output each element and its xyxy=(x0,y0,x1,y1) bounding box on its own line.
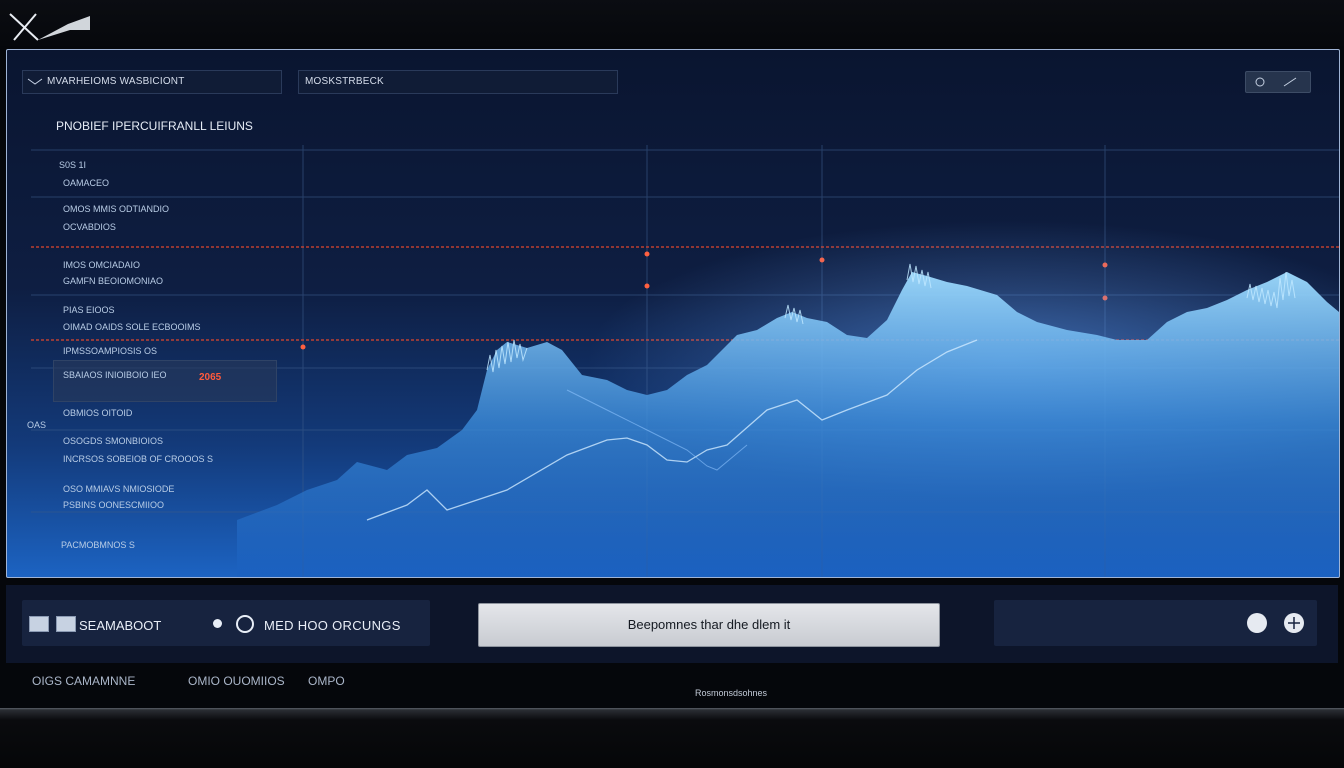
radio-ring[interactable] xyxy=(236,615,254,633)
legend-item: SBAIAOS INIOIBOIO IEO xyxy=(63,370,167,380)
chevron-icon xyxy=(27,78,43,85)
legend-item: IMOS OMCIADAIO xyxy=(63,260,141,270)
legend-item: GAMFN BEOIOMONIAO xyxy=(63,276,164,286)
trend-line xyxy=(366,339,978,521)
main-action-button[interactable]: Beepomnes thar dhe dlem it xyxy=(478,603,940,647)
field-selector-2[interactable]: MOSKSTRBECK xyxy=(298,70,618,94)
legend-item: IPMSSOAMPIOSIS OS xyxy=(63,346,158,356)
legend-item: INCRSOS SOBEIOB OF CROOOS S xyxy=(63,454,214,464)
bottom-band xyxy=(0,708,1344,768)
toggle-circle-icon[interactable] xyxy=(1247,613,1267,633)
option-checkbox-2[interactable] xyxy=(56,616,76,632)
right-controls-panel xyxy=(994,600,1317,646)
legend-item: OMOS MMIS ODTIANDIO xyxy=(63,204,170,214)
field-1-text: MVARHEIOMS WASBICIONT xyxy=(47,76,185,87)
option-label-1: SEAMABOOT xyxy=(79,618,162,633)
options-panel xyxy=(22,600,430,646)
field-selector-1[interactable]: MVARHEIOMS WASBICIONT xyxy=(22,70,282,94)
panel-title: PNOBIEF IPERCUIFRANLL LEIUNS xyxy=(56,119,253,133)
highlight-value: 2065 xyxy=(199,372,222,383)
footer-item-1[interactable]: OIGS CAMAMNNE xyxy=(32,674,136,688)
legend-item: OSOGDS SMONBIOIOS xyxy=(63,436,164,446)
legend-item: OCVABDIOS xyxy=(63,222,116,232)
plus-icon xyxy=(1288,617,1300,629)
option-label-2: MED HOO ORCUNGS xyxy=(264,618,401,633)
settings-circle-icon[interactable] xyxy=(1284,613,1304,633)
waveform-chart xyxy=(31,145,1339,577)
top-bar xyxy=(0,0,1344,46)
trend-line-2 xyxy=(566,389,748,471)
footer-center-label: Rosmonsdsohnes xyxy=(695,688,768,698)
field-2-text: MOSKSTRBECK xyxy=(305,76,384,87)
panel-toggle-button[interactable] xyxy=(1245,71,1311,93)
side-label: OAS xyxy=(27,420,47,430)
footer-item-2[interactable]: OMIO OUOMIIOS xyxy=(188,674,285,688)
legend-item: PACMOBMNOS S xyxy=(61,540,135,550)
option-checkbox-1[interactable] xyxy=(29,616,49,632)
legend-item: S0S 1I xyxy=(59,160,87,170)
legend-item: PSBINS OONESCMIIOO xyxy=(63,500,165,510)
logo-icon xyxy=(9,13,90,41)
waveform-spikes xyxy=(486,263,1296,373)
radio-dot[interactable] xyxy=(213,619,222,628)
legend-item: OAMACEO xyxy=(63,178,110,188)
chart-panel: MVARHEIOMS WASBICIONT MOSKSTRBECK PNOBIE… xyxy=(6,49,1340,578)
legend-item: OSO MMIAVS NMIOSIODE xyxy=(63,484,175,494)
toggle-icon xyxy=(1255,77,1297,87)
legend-item: OIMAD OAIDS SOLE ECBOOIMS xyxy=(63,322,201,332)
legend-item: PIAS EIOOS xyxy=(63,305,115,315)
highlight-row[interactable] xyxy=(53,360,277,402)
footer-item-3[interactable]: OMPO xyxy=(308,674,345,688)
legend-item: OBMIOS OITOID xyxy=(63,408,133,418)
